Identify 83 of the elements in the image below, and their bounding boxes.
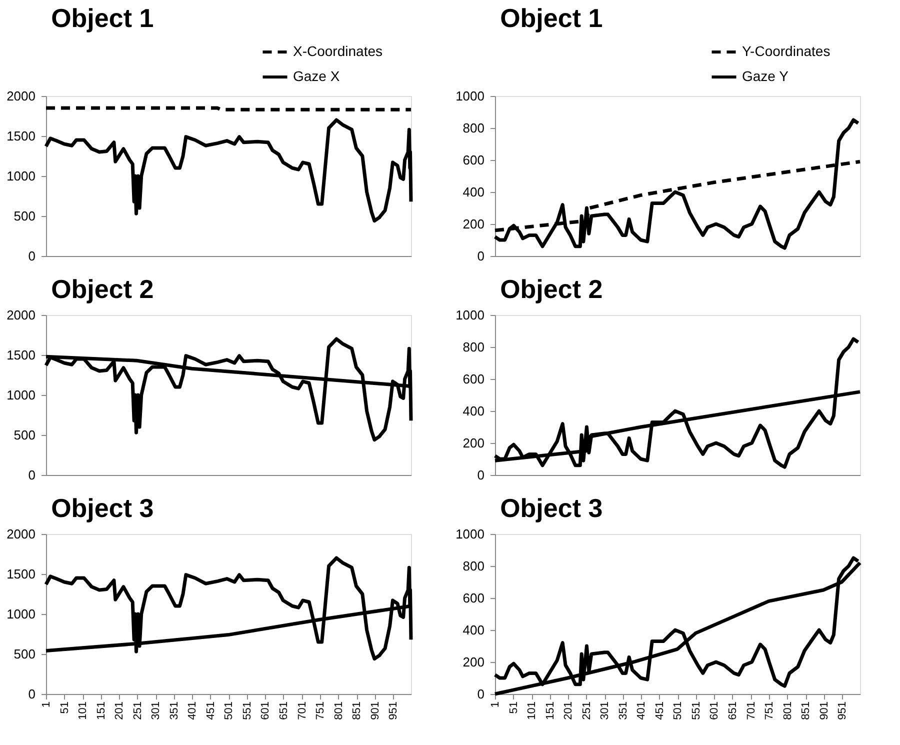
y-tick-label: 500 [14, 646, 36, 662]
x-tick-label: 901 [818, 702, 830, 720]
y-tick-label: 200 [462, 436, 484, 450]
x-tick-label: 601 [708, 702, 721, 720]
y-tick-label: 500 [14, 208, 36, 224]
y-tick-label: 1000 [6, 168, 36, 184]
y-tick-label: 1500 [6, 566, 36, 582]
x-tick-label: 51 [58, 702, 71, 714]
x-tick-label: 151 [95, 702, 108, 720]
x-tick-label: 301 [150, 702, 162, 720]
y-tick-label: 600 [462, 590, 484, 606]
x-tick-label: 851 [351, 702, 364, 720]
y-tick-label: 1000 [456, 308, 484, 322]
y-tick-label: 200 [462, 654, 484, 670]
x-tick-label: 151 [544, 702, 556, 720]
y-tick-label: 400 [462, 184, 484, 200]
x-tick-label: 251 [132, 702, 144, 720]
x-tick-label: 401 [636, 702, 648, 720]
y-tick-label: 1500 [6, 348, 36, 362]
x-tick-label: 551 [690, 702, 702, 720]
x-tick-label: 801 [332, 702, 345, 720]
x-tick-label: 501 [672, 702, 684, 720]
x-tick-label: 501 [223, 702, 236, 720]
chart-title: Object 1 [500, 3, 603, 33]
legend-label: Gaze Y [742, 68, 790, 84]
y-tick-label: 0 [28, 468, 36, 482]
x-tick-label: 551 [241, 702, 254, 720]
x-tick-label: 301 [599, 702, 612, 720]
x-tick-label: 451 [654, 702, 666, 720]
x-tick-label: 701 [296, 702, 308, 720]
chart-title: Object 2 [51, 274, 154, 304]
y-tick-label: 2000 [6, 308, 36, 322]
y-tick-label: 1000 [6, 388, 36, 402]
y-tick-label: 2000 [6, 526, 36, 542]
y-tick-label: 1000 [456, 526, 484, 542]
x-tick-label: 951 [388, 702, 400, 720]
x-tick-label: 951 [836, 702, 849, 720]
x-tick-label: 651 [726, 702, 739, 720]
x-tick-label: 351 [617, 702, 630, 720]
y-tick-label: 400 [462, 622, 484, 638]
x-tick-label: 51 [508, 702, 520, 714]
x-tick-label: 601 [260, 702, 272, 720]
x-tick-label: 401 [186, 702, 199, 720]
x-tick-label: 801 [782, 702, 794, 720]
y-tick-label: 800 [462, 558, 484, 574]
y-tick-label: 600 [462, 152, 484, 168]
x-tick-label: 1 [490, 702, 502, 708]
y-tick-label: 800 [462, 340, 484, 354]
chart-title: Object 2 [500, 274, 603, 304]
x-tick-label: 101 [77, 702, 90, 720]
x-tick-label: 101 [526, 702, 538, 720]
x-tick-label: 201 [114, 702, 126, 720]
x-tick-label: 901 [369, 702, 382, 720]
x-tick-label: 701 [745, 702, 758, 720]
x-tick-label: 751 [764, 702, 776, 720]
chart-title: Object 1 [51, 3, 154, 33]
legend-label: Gaze X [293, 68, 340, 84]
y-tick-label: 600 [462, 372, 484, 386]
y-tick-label: 500 [14, 428, 36, 442]
y-tick-label: 800 [462, 120, 484, 136]
y-tick-label: 0 [28, 686, 36, 702]
x-tick-label: 451 [204, 702, 217, 720]
x-tick-label: 351 [168, 702, 180, 720]
x-tick-label: 251 [580, 702, 593, 720]
y-tick-label: 0 [477, 248, 484, 264]
y-tick-label: 0 [28, 248, 36, 264]
legend-label: Y-Coordinates [742, 43, 830, 59]
y-tick-label: 2000 [6, 88, 36, 104]
x-tick-label: 651 [278, 702, 290, 720]
chart-title: Object 3 [51, 493, 154, 523]
y-tick-label: 1000 [456, 88, 484, 104]
legend-label: X-Coordinates [293, 43, 382, 59]
x-tick-label: 201 [562, 702, 575, 720]
y-tick-label: 1000 [6, 606, 36, 622]
x-tick-label: 751 [314, 702, 327, 720]
y-tick-label: 200 [462, 216, 484, 232]
y-tick-label: 0 [477, 468, 484, 482]
x-tick-label: 851 [800, 702, 812, 720]
y-tick-label: 1500 [6, 128, 36, 144]
y-tick-label: 0 [477, 686, 484, 702]
y-tick-label: 400 [462, 404, 484, 418]
chart-title: Object 3 [500, 493, 603, 523]
x-tick-label: 1 [40, 702, 52, 708]
